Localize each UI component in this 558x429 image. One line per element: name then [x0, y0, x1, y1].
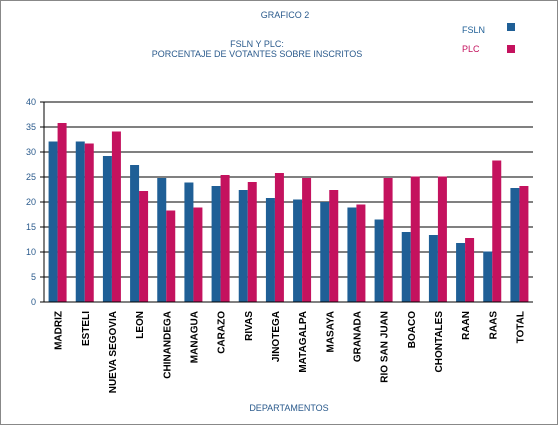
bar-fsln-17: [483, 251, 493, 302]
x-tick-label: RIVAS: [244, 311, 255, 341]
bar-plc-9: [274, 173, 284, 302]
x-tick-label: RIO SAN JUAN: [380, 311, 391, 383]
bar-fsln-1: [48, 141, 58, 302]
x-tick-label: JINOTEGA: [271, 311, 282, 362]
legend-label-fsln: FSLN: [462, 25, 485, 35]
bar-plc-14: [410, 176, 420, 302]
x-tick-label: CHONTALES: [434, 311, 445, 373]
y-tick-label: 20: [26, 197, 36, 207]
chart-heading: GRAFICO 2: [261, 10, 310, 20]
bars: [48, 123, 529, 302]
bar-fsln-7: [211, 186, 221, 302]
bar-fsln-2: [75, 141, 85, 302]
chart-title-line-1: FSLN Y PLC:: [230, 39, 284, 49]
x-tick-label: ESTELI: [81, 311, 92, 346]
chart-title-line-2: PORCENTAJE DE VOTANTES SOBRE INSCRITOS: [152, 49, 363, 59]
bar-fsln-15: [428, 235, 438, 302]
x-tick-label: MATAGALPA: [298, 311, 309, 373]
bar-plc-6: [193, 207, 203, 302]
bar-plc-10: [302, 178, 312, 302]
legend-swatch-fsln: [507, 23, 515, 31]
bar-plc-3: [111, 131, 121, 302]
bar-plc-12: [356, 204, 366, 302]
bar-fsln-4: [130, 165, 140, 302]
bar-fsln-16: [456, 243, 466, 302]
y-tick-label: 10: [26, 247, 36, 257]
x-tick-label: RAAS: [488, 311, 499, 340]
legend-label-plc: PLC: [462, 44, 480, 54]
bar-plc-2: [84, 143, 94, 302]
x-tick-label: CARAZO: [217, 311, 228, 354]
bar-fsln-6: [184, 182, 194, 302]
bar-fsln-9: [265, 198, 275, 302]
x-tick-label: MASAYA: [325, 311, 336, 353]
x-tick-label: BOACO: [407, 311, 418, 348]
x-tick-label: RAAN: [461, 311, 472, 340]
bar-fsln-8: [238, 190, 248, 302]
bar-plc-5: [166, 210, 176, 302]
y-tick-label: 35: [26, 122, 36, 132]
bar-plc-8: [247, 182, 257, 302]
x-tick-label: MANAGUA: [189, 311, 200, 363]
y-tick-label: 30: [26, 147, 36, 157]
x-tick-label: GRANADA: [352, 311, 363, 362]
bar-fsln-12: [347, 207, 357, 302]
x-tick-label: TOTAL: [515, 311, 526, 343]
y-tick-label: 5: [31, 272, 36, 282]
bar-plc-13: [383, 178, 393, 302]
x-tick-label: NUEVA SEGOVIA: [108, 311, 119, 393]
bar-plc-1: [57, 123, 67, 302]
x-tick-label: MADRIZ: [54, 311, 65, 350]
bar-fsln-14: [401, 232, 411, 302]
x-axis-ticks: MADRIZ ESTELI NUEVA SEGOVIA LEON CHINANDEGA M…: [54, 311, 527, 394]
y-tick-label: 40: [26, 97, 36, 107]
bar-plc-15: [437, 176, 447, 302]
bar-plc-11: [329, 190, 339, 302]
bar-plc-16: [465, 238, 475, 302]
x-axis-title: DEPARTAMENTOS: [249, 403, 328, 413]
bar-plc-7: [220, 175, 230, 302]
bar-fsln-13: [374, 219, 384, 302]
bar-plc-4: [139, 191, 149, 302]
y-tick-label: 0: [31, 297, 36, 307]
bar-plc-18: [519, 186, 529, 302]
bar-plc-17: [492, 160, 502, 302]
x-tick-label: LEON: [135, 311, 146, 339]
x-tick-label: CHINANDEGA: [162, 311, 173, 379]
bar-fsln-10: [293, 199, 303, 302]
gridlines: [44, 101, 533, 278]
y-axis-ticks: 0 5 10 15 20 25 30 35 40: [26, 97, 44, 307]
legend-swatch-plc: [507, 45, 515, 53]
bar-fsln-18: [510, 188, 520, 302]
bar-fsln-3: [102, 156, 112, 302]
bar-fsln-11: [320, 202, 330, 302]
y-tick-label: 25: [26, 172, 36, 182]
y-tick-label: 15: [26, 222, 36, 232]
legend: FSLN PLC: [462, 23, 515, 54]
bar-fsln-5: [157, 178, 167, 302]
